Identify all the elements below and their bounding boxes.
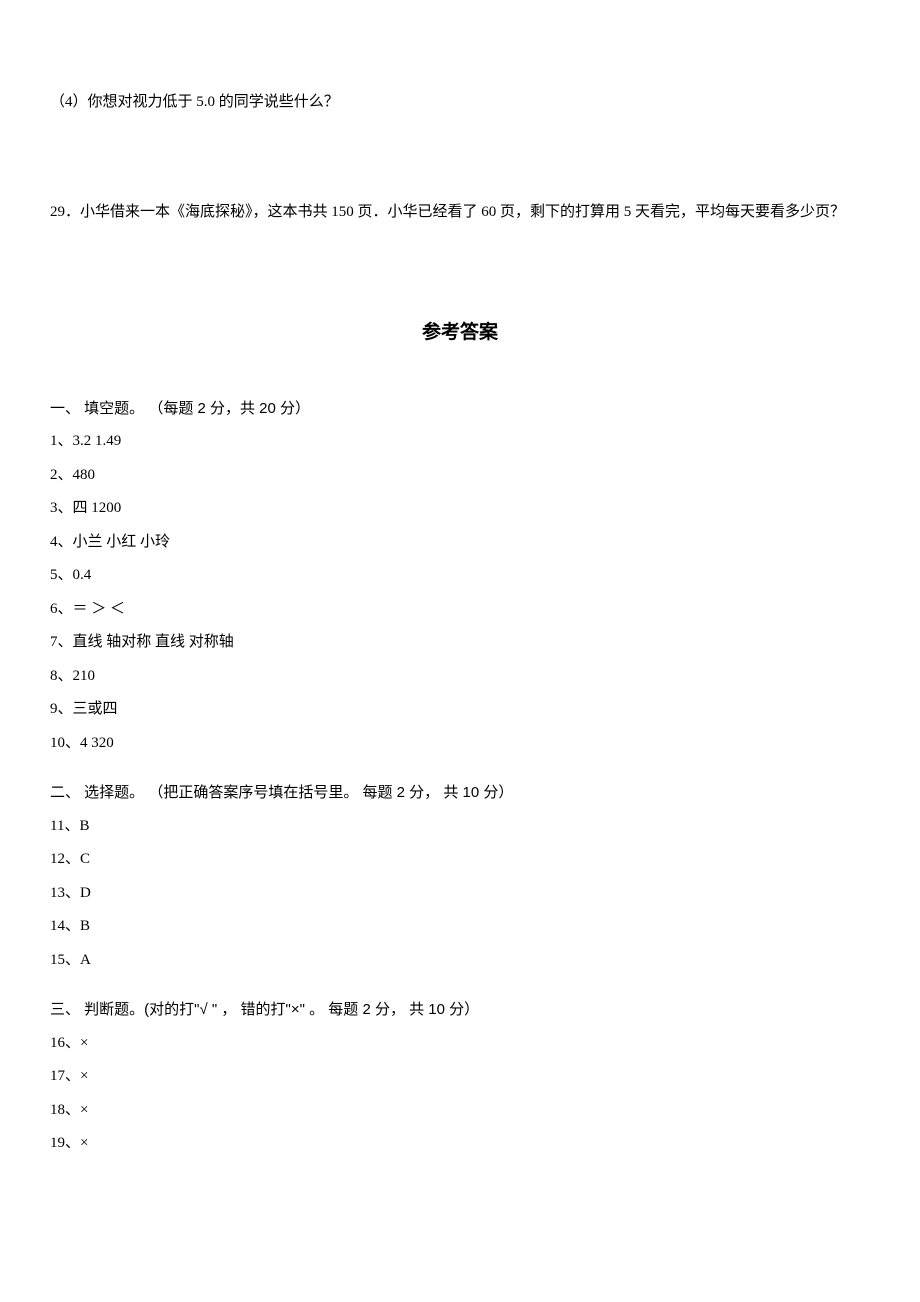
answer-7: 7、直线 轴对称 直线 对称轴 [50,631,870,654]
answer-2: 2、480 [50,464,870,487]
answer-5: 5、0.4 [50,564,870,587]
answer-12: 12、C [50,848,870,871]
answer-9: 9、三或四 [50,698,870,721]
section-one-header: 一、 填空题。 （每题 2 分，共 20 分） [50,398,870,421]
answer-8: 8、210 [50,665,870,688]
answer-3: 3、四 1200 [50,497,870,520]
answer-11: 11、B [50,815,870,838]
section-one: 一、 填空题。 （每题 2 分，共 20 分） 1、3.2 1.49 2、480… [50,398,870,755]
question-29-text: 29．小华借来一本《海底探秘》，这本书共 150 页．小华已经看了 60 页，剩… [50,204,845,220]
answer-19: 19、× [50,1132,870,1155]
answer-4: 4、小兰 小红 小玲 [50,531,870,554]
section-three-header: 三、 判断题。(对的打"√ " ， 错的打"×" 。 每题 2 分， 共 10 … [50,999,870,1022]
section-two-header: 二、 选择题。 （把正确答案序号填在括号里。 每题 2 分， 共 10 分） [50,782,870,805]
answer-1: 1、3.2 1.49 [50,430,870,453]
question-28-4: （4）你想对视力低于 5.0 的同学说些什么？ [50,85,870,120]
answer-15: 15、A [50,949,870,972]
answer-16: 16、× [50,1032,870,1055]
answer-13: 13、D [50,882,870,905]
answer-14: 14、B [50,915,870,938]
answer-6: 6、＝ ＞ ＜ [50,598,870,621]
question-28-4-text: （4）你想对视力低于 5.0 的同学说些什么？ [50,94,339,110]
question-29: 29．小华借来一本《海底探秘》，这本书共 150 页．小华已经看了 60 页，剩… [50,195,870,230]
answer-10: 10、4 320 [50,732,870,755]
section-two: 二、 选择题。 （把正确答案序号填在括号里。 每题 2 分， 共 10 分） 1… [50,782,870,971]
section-three: 三、 判断题。(对的打"√ " ， 错的打"×" 。 每题 2 分， 共 10 … [50,999,870,1155]
answer-18: 18、× [50,1099,870,1122]
answer-17: 17、× [50,1065,870,1088]
answer-title: 参考答案 [50,319,870,348]
